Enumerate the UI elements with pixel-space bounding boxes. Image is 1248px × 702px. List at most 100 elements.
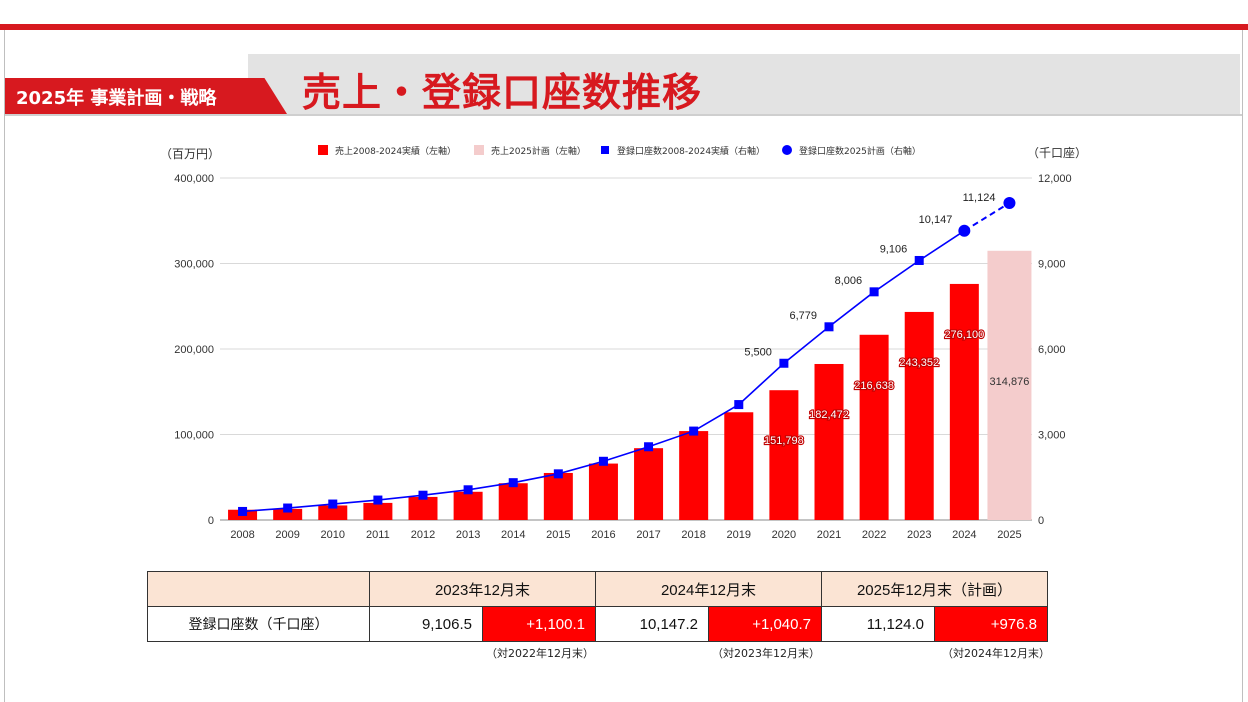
accounts-point [958,224,971,237]
accounts-data-label: 9,106 [880,243,908,255]
table-cell-value: 10,147.2 [595,606,709,642]
x-axis-tick-label: 2016 [591,529,615,541]
accounts-point [508,478,518,488]
x-axis-tick-label: 2013 [456,529,480,541]
legend-label: 売上2008-2024実績（左軸） [335,145,456,157]
sales-bar [273,508,303,520]
chart-lines [238,196,1016,516]
legend-label: 登録口座数2025計画（右軸） [799,145,921,157]
table-cell-value: 9,106.5 [369,606,483,642]
accounts-table: 2023年12月末 2024年12月末 2025年12月末（計画） 登録口座数（… [147,571,1048,642]
accounts-data-label: 8,006 [835,275,863,287]
accounts-point [328,499,338,509]
sales-bar [363,502,393,520]
accounts-point [598,456,608,466]
accounts-point [824,322,834,332]
sales-data-label: 151,798 [764,435,804,447]
section-tag [5,78,287,114]
chart-bars [228,250,1032,521]
accounts-point [644,442,654,452]
chart-gridlines [220,177,1032,521]
x-axis-tick-label: 2018 [681,529,705,541]
legend-label: 売上2025計画（左軸） [491,145,586,157]
left-axis-tick-label: 200,000 [174,344,214,356]
table-cell-delta: +1,040.7 [708,606,822,642]
chart-labels: 151,798 182,472 216,638 243,352 276,100 314,8… [744,192,1030,448]
x-axis-tick-label: 2012 [411,529,435,541]
table-header-2025: 2025年12月末（計画） [821,571,1048,607]
right-axis-tick-label: 6,000 [1038,344,1066,356]
accounts-point [463,485,473,495]
accounts-point [689,426,699,436]
sales-data-label: 243,352 [899,357,939,369]
accounts-data-label: 10,147 [919,214,953,226]
x-axis-tick-label: 2011 [366,529,390,541]
left-axis-unit-label: （百万円） [160,147,220,161]
legend-swatch [601,146,609,154]
page-title: 売上・登録口座数推移 [302,71,703,116]
frame-right-border [1242,30,1243,702]
frame-left-border [4,30,5,702]
right-axis-tick-label: 0 [1038,515,1044,527]
sales-bar [949,283,979,520]
sales-data-label: 182,472 [809,409,849,421]
x-axis-tick-label: 2015 [546,529,570,541]
accounts-point [914,255,924,265]
section-tag-label: 2025年 事業計画・戦略 [16,88,217,109]
legend-swatch [474,145,484,155]
x-axis-tick-label: 2010 [321,529,345,541]
left-axis-tick-label: 100,000 [174,430,214,442]
x-axis-tick-label: 2014 [501,529,525,541]
accounts-plan-line [963,202,1010,232]
sales-bar [408,496,438,520]
legend-swatch [782,145,792,155]
accounts-point [283,503,293,513]
table-row: 登録口座数（千口座） 9,106.5 +1,100.1 10,147.2 +1,… [147,606,1048,642]
sales-bar [679,431,709,520]
top-accent-bar [0,24,1248,30]
x-axis-tick-label: 2019 [727,529,751,541]
x-axis-tick-label: 2008 [230,529,254,541]
sales-bar [453,491,483,520]
sales-bar [543,472,573,520]
table-cell-delta: +976.8 [934,606,1048,642]
table-header-blank [147,571,370,607]
accounts-point [779,358,789,368]
right-axis-tick-label: 12,000 [1038,173,1072,185]
table-cell-delta: +1,100.1 [482,606,596,642]
x-axis-tick-label: 2022 [862,529,886,541]
table-header-row: 2023年12月末 2024年12月末 2025年12月末（計画） [147,571,1048,607]
title-band [248,54,1240,116]
legend-label: 登録口座数2008-2024実績（右軸） [617,145,765,157]
right-axis-tick-label: 9,000 [1038,259,1066,271]
sales-bar [769,390,799,520]
sales-bar [904,311,934,520]
title-underline [5,114,1242,116]
x-axis-tick-label: 2020 [772,529,796,541]
left-axis-tick-label: 300,000 [174,259,214,271]
table-note: （対2024年12月末） [942,647,1050,660]
legend-swatch [318,145,328,155]
accounts-plan-point [1003,196,1016,209]
sales-plan-data-label: 314,876 [990,376,1030,388]
accounts-point [869,287,879,297]
left-axis-tick-label: 400,000 [174,173,214,185]
table-note: （対2022年12月末） [486,647,594,660]
table-header-2024: 2024年12月末 [595,571,822,607]
table-note: （対2023年12月末） [712,647,820,660]
right-axis-unit-label: （千口座） [1027,145,1087,160]
sales-data-label: 276,100 [944,329,984,341]
sales-bar [318,505,348,520]
sales-bar [724,412,754,520]
sales-bar [859,334,889,520]
sales-data-label: 216,638 [854,380,894,392]
sales-bar [634,448,664,520]
right-axis-tick-label: 3,000 [1038,430,1066,442]
accounts-data-label: 5,500 [744,346,772,358]
accounts-point [734,400,744,410]
accounts-point [553,469,563,479]
sales-bar [588,463,618,520]
accounts-point [373,495,383,505]
x-axis-tick-label: 2009 [275,529,299,541]
sales-plan-bar [987,250,1032,521]
